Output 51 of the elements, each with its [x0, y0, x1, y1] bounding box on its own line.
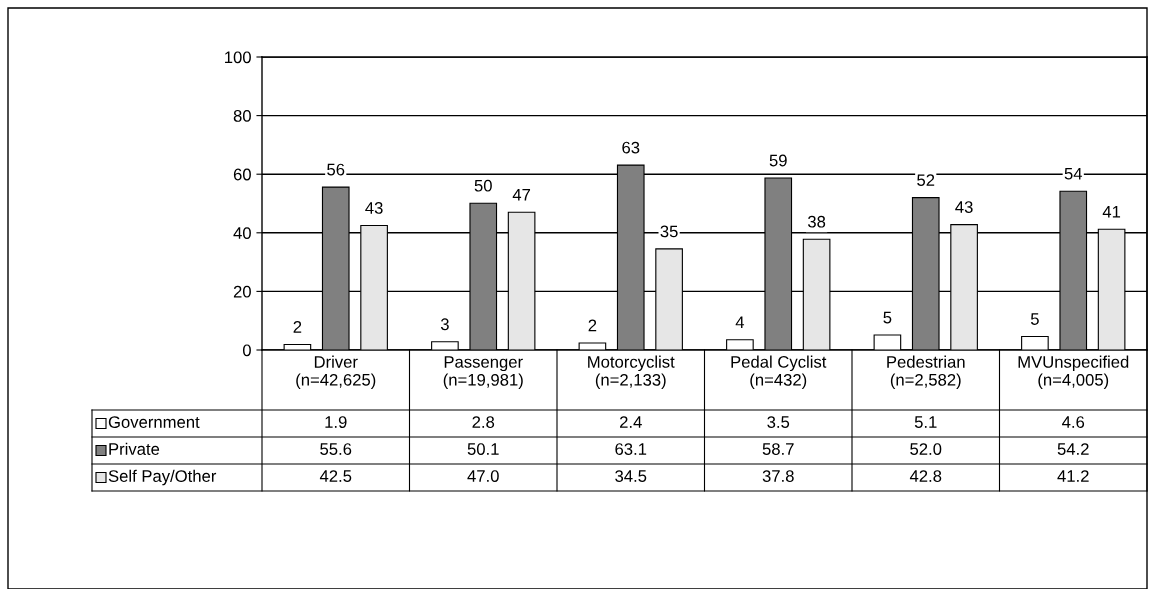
text: 55.6: [320, 443, 352, 455]
data-label: 2: [588, 319, 597, 332]
text: 34.5: [615, 470, 647, 482]
data-label: 54: [1064, 167, 1083, 180]
x-tick-label: Driver (n=42,625): [296, 355, 376, 390]
text: 47.0: [467, 470, 499, 482]
data-label: 56: [327, 163, 345, 176]
text: 5.1: [914, 416, 937, 428]
text: 2.8: [472, 416, 495, 428]
y-tick-label: 20: [233, 285, 251, 298]
legend-label: Self Pay/Other: [108, 469, 217, 486]
x-tick-label: MVUnspecified (n=4,005): [1018, 355, 1129, 390]
text: 1.9: [325, 416, 347, 428]
data-label: 43: [955, 201, 973, 213]
text: 4.6: [1062, 416, 1085, 428]
data-label: 3: [440, 318, 449, 331]
y-tick-label: 60: [233, 168, 251, 181]
legend-label: Government: [108, 416, 200, 428]
legend-label: Private: [109, 442, 160, 455]
text: 2.4: [620, 416, 642, 428]
data-label: 50: [474, 179, 492, 192]
x-tick-label: Pedestrian (n=2,582): [887, 355, 965, 390]
data-label: 63: [622, 141, 640, 154]
data-label: 47: [512, 189, 531, 201]
data-label: 52: [917, 174, 935, 187]
data-label: 2: [293, 321, 302, 333]
data-label: 38: [807, 215, 826, 228]
data-label: 35: [660, 225, 678, 238]
x-tick-label: Motorcyclist (n=2,133): [588, 355, 675, 390]
data-label: 59: [769, 154, 787, 167]
data-label: 43: [365, 202, 383, 214]
data-label: 5: [883, 311, 892, 324]
y-tick-label: 100: [225, 51, 251, 64]
text: 41.2: [1057, 470, 1089, 482]
x-tick-label: Passenger (n=19,981): [443, 356, 523, 390]
y-tick-label: 0: [242, 344, 251, 357]
y-tick-label: 80: [233, 110, 251, 122]
text: 37.8: [762, 470, 794, 482]
text: 42.8: [909, 470, 942, 482]
x-tick-label: Pedal Cyclist (n=432): [731, 355, 827, 390]
text: 52.0: [910, 443, 942, 455]
text: 42.5: [319, 470, 352, 482]
text: 63.1: [615, 443, 647, 455]
data-label: 4: [735, 316, 745, 328]
data-label: 5: [1030, 313, 1039, 325]
data-label: 41: [1102, 206, 1121, 218]
text: 3.5: [767, 416, 790, 428]
y-tick-label: 40: [233, 227, 251, 239]
text: 58.7: [762, 443, 794, 455]
text: 50.1: [467, 443, 499, 455]
text: 54.2: [1057, 443, 1089, 455]
